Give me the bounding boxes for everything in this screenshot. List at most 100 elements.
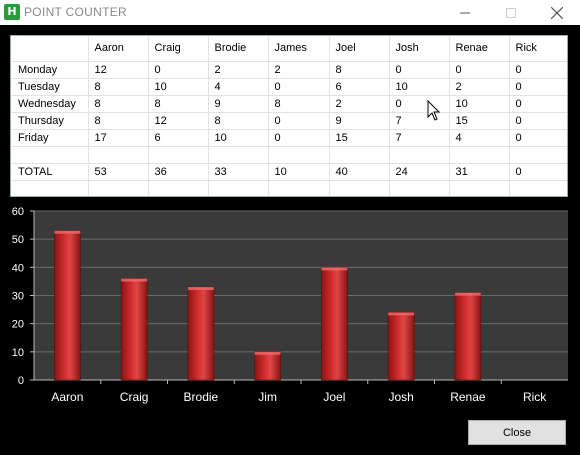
bar-top-highlight bbox=[54, 230, 81, 234]
maximize-button[interactable] bbox=[488, 0, 534, 25]
table-cell[interactable]: 2 bbox=[268, 61, 330, 79]
minimize-button[interactable] bbox=[442, 0, 488, 25]
close-window-button[interactable] bbox=[534, 0, 580, 25]
column-header[interactable]: Rick bbox=[509, 36, 567, 62]
table-cell[interactable]: 6 bbox=[148, 129, 209, 147]
table-cell[interactable] bbox=[268, 180, 330, 196]
table-cell[interactable]: 6 bbox=[329, 78, 390, 96]
table-cell[interactable]: 0 bbox=[509, 163, 567, 181]
table-cell[interactable]: 8 bbox=[329, 61, 390, 79]
column-header[interactable]: Aaron bbox=[88, 36, 149, 62]
table-cell[interactable] bbox=[329, 146, 390, 164]
table-cell[interactable]: 9 bbox=[329, 112, 390, 130]
table-cell[interactable]: 0 bbox=[509, 61, 567, 79]
table-cell[interactable]: 8 bbox=[88, 112, 149, 130]
x-tick-label: Renae bbox=[450, 390, 486, 404]
table-cell[interactable]: 0 bbox=[509, 129, 567, 147]
table-cell[interactable]: 2 bbox=[449, 78, 510, 96]
table-cell[interactable] bbox=[88, 146, 149, 164]
table-cell[interactable] bbox=[88, 180, 149, 196]
table-cell[interactable]: 0 bbox=[509, 95, 567, 113]
y-tick-label: 50 bbox=[12, 234, 24, 246]
column-header[interactable]: James bbox=[268, 36, 330, 62]
y-tick-label: 30 bbox=[12, 291, 24, 303]
column-header[interactable]: Josh bbox=[389, 36, 450, 62]
table-cell[interactable]: 0 bbox=[268, 129, 330, 147]
x-tick-label: Josh bbox=[388, 390, 413, 404]
table-cell[interactable]: 0 bbox=[389, 61, 450, 79]
table-cell[interactable]: 9 bbox=[208, 95, 269, 113]
table-cell[interactable]: 2 bbox=[208, 61, 269, 79]
column-header[interactable]: Joel bbox=[329, 36, 390, 62]
row-label: Wednesday bbox=[11, 95, 89, 113]
table-cell[interactable]: 24 bbox=[389, 163, 450, 181]
table-cell[interactable]: 8 bbox=[148, 95, 209, 113]
table-cell[interactable]: 40 bbox=[329, 163, 390, 181]
table-cell[interactable]: 12 bbox=[88, 61, 149, 79]
app-icon: H bbox=[4, 4, 20, 20]
table-row: Thursday 8 12 8 0 9 7 15 0 bbox=[11, 112, 567, 130]
table-cell[interactable] bbox=[148, 180, 209, 196]
table-cell[interactable]: 10 bbox=[449, 95, 510, 113]
table-cell[interactable]: 10 bbox=[148, 78, 209, 96]
x-tick-label: Craig bbox=[120, 390, 149, 404]
table-cell[interactable] bbox=[268, 146, 330, 164]
table-cell[interactable]: 33 bbox=[208, 163, 269, 181]
table-cell[interactable]: 15 bbox=[449, 112, 510, 130]
y-tick-label: 20 bbox=[12, 319, 24, 331]
header-corner bbox=[11, 36, 89, 62]
table-cell[interactable]: 0 bbox=[509, 78, 567, 96]
table-cell[interactable]: 53 bbox=[88, 163, 149, 181]
bar-top-highlight bbox=[454, 292, 481, 296]
row-label: Friday bbox=[11, 129, 89, 147]
bar-top-highlight bbox=[254, 351, 281, 355]
table-cell[interactable]: 4 bbox=[449, 129, 510, 147]
table-cell[interactable]: 0 bbox=[268, 112, 330, 130]
table-cell[interactable]: 4 bbox=[208, 78, 269, 96]
y-tick-label: 60 bbox=[12, 206, 24, 218]
table-cell[interactable] bbox=[329, 180, 390, 196]
table-cell[interactable]: 31 bbox=[449, 163, 510, 181]
table-cell[interactable] bbox=[449, 146, 510, 164]
bar bbox=[387, 312, 415, 381]
table-cell[interactable]: 0 bbox=[268, 78, 330, 96]
table-cell[interactable]: 10 bbox=[208, 129, 269, 147]
table-cell[interactable] bbox=[148, 146, 209, 164]
column-header[interactable]: Craig bbox=[148, 36, 209, 62]
table-cell[interactable] bbox=[389, 146, 450, 164]
maximize-icon bbox=[506, 7, 516, 18]
table-cell[interactable]: 2 bbox=[329, 95, 390, 113]
table-cell[interactable]: 10 bbox=[389, 78, 450, 96]
table-cell[interactable] bbox=[208, 146, 269, 164]
row-label: TOTAL bbox=[11, 163, 89, 181]
table-cell[interactable]: 10 bbox=[268, 163, 330, 181]
table-cell[interactable] bbox=[208, 180, 269, 196]
row-label bbox=[11, 180, 89, 196]
table-cell[interactable]: 7 bbox=[389, 129, 450, 147]
column-header[interactable]: Brodie bbox=[208, 36, 269, 62]
table-cell[interactable]: 8 bbox=[88, 78, 149, 96]
table-cell[interactable]: 0 bbox=[509, 112, 567, 130]
table-cell[interactable] bbox=[509, 146, 567, 164]
table-cell[interactable]: 8 bbox=[268, 95, 330, 113]
points-grid: Aaron Craig Brodie James Joel Josh Renae Rick Mo… bbox=[10, 35, 568, 197]
table-row: Tuesday 8 10 4 0 6 10 2 0 bbox=[11, 78, 567, 96]
table-cell[interactable]: 17 bbox=[88, 129, 149, 147]
table-cell[interactable]: 0 bbox=[449, 61, 510, 79]
mouse-cursor-icon bbox=[427, 100, 441, 121]
column-header[interactable]: Renae bbox=[449, 36, 510, 62]
table-cell[interactable]: 0 bbox=[148, 61, 209, 79]
bar bbox=[321, 267, 348, 381]
table-header-row: Aaron Craig Brodie James Joel Josh Renae Rick bbox=[11, 36, 567, 62]
bar-top-highlight bbox=[187, 287, 214, 291]
table-cell[interactable]: 36 bbox=[148, 163, 209, 181]
table-cell[interactable]: 8 bbox=[208, 112, 269, 130]
table-cell[interactable]: 15 bbox=[329, 129, 390, 147]
table-cell[interactable] bbox=[509, 180, 567, 196]
table-cell[interactable]: 12 bbox=[148, 112, 209, 130]
close-button[interactable]: Close bbox=[468, 420, 566, 445]
table-cell[interactable]: 8 bbox=[88, 95, 149, 113]
table-cell[interactable] bbox=[389, 180, 450, 196]
table-cell[interactable] bbox=[449, 180, 510, 196]
y-tick-label: 0 bbox=[18, 375, 24, 387]
